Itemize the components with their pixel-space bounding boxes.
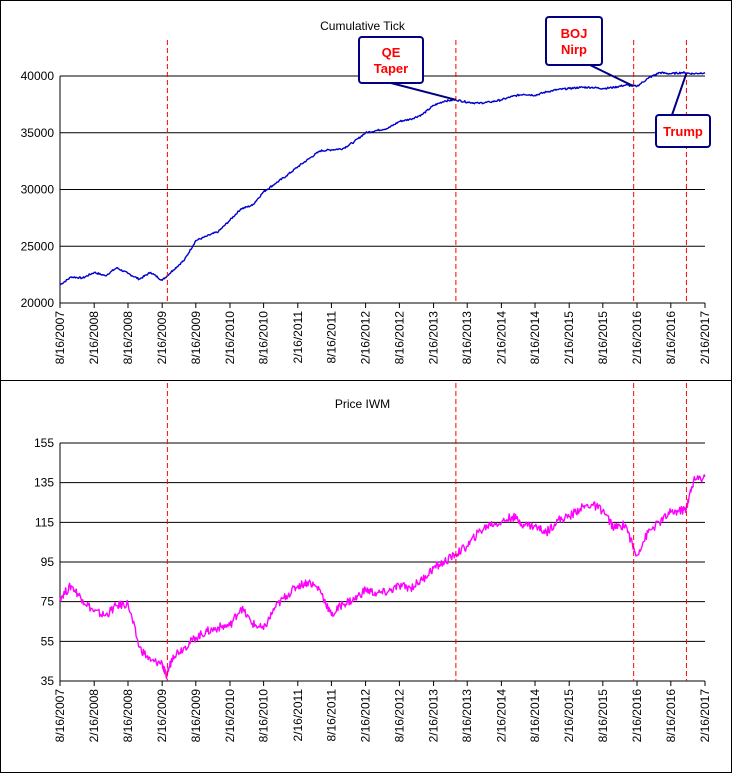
series-line: [59, 474, 706, 680]
y-tick-label: 55: [41, 634, 55, 648]
callout-box: [545, 16, 603, 66]
y-tick-label: 20000: [21, 296, 55, 310]
x-tick-label: 2/16/2014: [494, 311, 508, 365]
x-tick-label: 2/16/2016: [630, 311, 644, 365]
x-tick-label: 2/16/2008: [87, 311, 101, 365]
chart-title: Price IWM: [335, 397, 390, 411]
y-tick-label: 95: [41, 555, 55, 569]
x-tick-label: 2/16/2015: [562, 689, 576, 743]
x-tick-label: 8/16/2012: [392, 311, 406, 365]
x-tick-label: 8/16/2008: [121, 311, 135, 365]
x-tick-label: 8/16/2011: [324, 311, 338, 364]
y-tick-label: 30000: [21, 183, 55, 197]
x-tick-label: 8/16/2010: [257, 311, 271, 365]
x-tick-label: 2/16/2012: [359, 689, 373, 743]
event-lines: [166, 40, 687, 681]
x-tick-label: 2/16/2013: [427, 689, 441, 743]
x-tick-label: 8/16/2007: [53, 311, 67, 365]
callout-box: [358, 36, 424, 84]
x-tick-label: 2/16/2009: [155, 311, 169, 365]
callout-label: Trump: [663, 124, 703, 139]
y-tick-label: 25000: [21, 239, 55, 253]
x-tick-label: 8/16/2009: [189, 311, 203, 365]
y-tick-label: 40000: [21, 69, 55, 83]
callout-leader: [589, 64, 635, 88]
callout-label: BOJ: [561, 26, 588, 41]
x-tick-label: 8/16/2015: [596, 311, 610, 365]
series-line: [59, 71, 706, 286]
x-tick-label: 2/16/2010: [223, 689, 237, 743]
x-tick-label: 2/16/2015: [562, 311, 576, 365]
x-tick-label: 8/16/2007: [53, 689, 67, 743]
x-tick-label: 8/16/2015: [596, 689, 610, 743]
x-tick-label: 8/16/2014: [528, 311, 542, 365]
x-tick-label: 2/16/2011: [291, 311, 305, 364]
x-tick-label: 8/16/2016: [664, 311, 678, 365]
chart-title: Cumulative Tick: [320, 19, 406, 33]
y-tick-label: 115: [35, 515, 54, 529]
x-tick-label: 2/16/2017: [698, 311, 712, 365]
y-tick-label: 155: [34, 436, 54, 450]
x-tick-label: 8/16/2013: [460, 689, 474, 743]
x-tick-label: 8/16/2012: [392, 689, 406, 743]
x-tick-label: 2/16/2013: [427, 311, 441, 365]
y-tick-label: 135: [34, 476, 54, 490]
price-iwm-chart: Price IWM 35 55 75 95 115 135 155 8/16/2007 2/16/…: [34, 397, 712, 742]
x-tick-label: 2/16/2017: [698, 689, 712, 743]
x-tick-label: 8/16/2013: [460, 311, 474, 365]
x-tick-label: 2/16/2010: [223, 311, 237, 365]
callout-label: QE: [382, 45, 401, 60]
x-tick-label: 8/16/2009: [189, 689, 203, 743]
x-tick-label: 2/16/2016: [630, 689, 644, 743]
x-tick-label: 2/16/2014: [494, 689, 508, 743]
callout-label: Taper: [374, 61, 408, 76]
callout-leader: [671, 72, 688, 116]
y-tick-label: 35: [41, 674, 55, 688]
x-tick-label: 8/16/2016: [664, 689, 678, 743]
x-tick-label: 2/16/2009: [155, 689, 169, 743]
x-tick-label: 2/16/2008: [87, 689, 101, 743]
callout-box: [655, 114, 711, 148]
y-tick-label: 35000: [21, 126, 55, 140]
y-tick-label: 75: [41, 595, 55, 609]
callout-label: Nirp: [561, 42, 587, 57]
x-tick-label: 2/16/2011: [291, 689, 305, 742]
callout-leader: [390, 82, 457, 101]
x-tick-label: 8/16/2010: [257, 689, 271, 743]
x-tick-label: 8/16/2008: [121, 689, 135, 743]
x-tick-label: 2/16/2012: [359, 311, 373, 365]
x-tick-label: 8/16/2011: [324, 689, 338, 742]
x-tick-label: 8/16/2014: [528, 689, 542, 743]
